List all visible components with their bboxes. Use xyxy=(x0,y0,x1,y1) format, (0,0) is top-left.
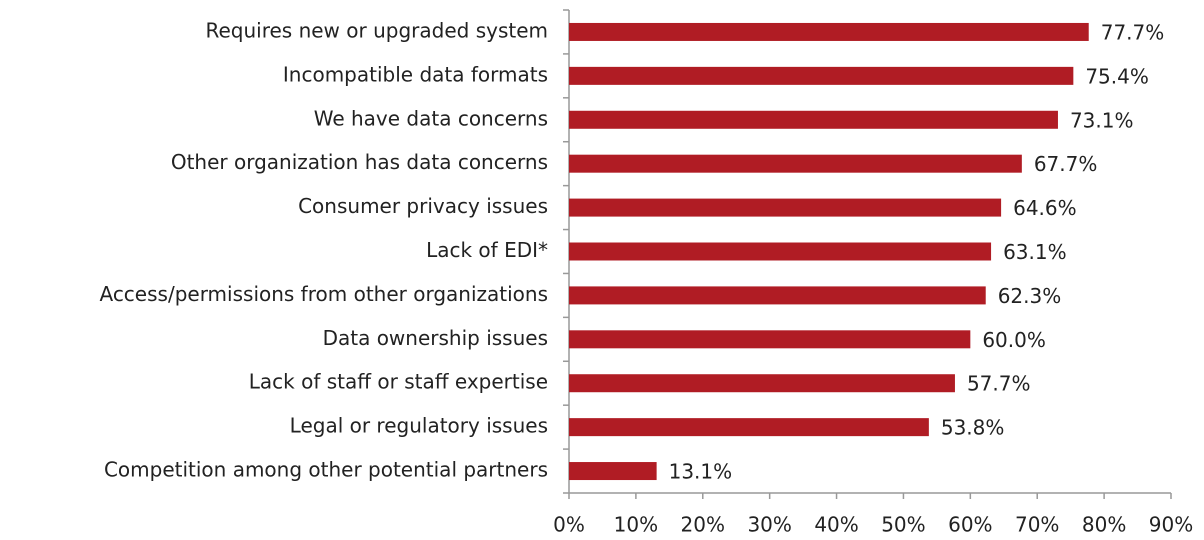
y-tick-label: Access/permissions from other organizati… xyxy=(99,282,548,306)
y-tick-label: We have data concerns xyxy=(314,106,548,130)
value-label: 67.7% xyxy=(1034,152,1098,176)
x-tick-label: 50% xyxy=(881,513,925,537)
x-tick-label: 10% xyxy=(614,513,658,537)
y-tick-label: Other organization has data concerns xyxy=(171,150,548,174)
value-label: 77.7% xyxy=(1101,20,1165,44)
value-label: 53.8% xyxy=(941,416,1005,440)
x-tick-label: 80% xyxy=(1082,513,1126,537)
bar xyxy=(569,286,986,305)
bar xyxy=(569,198,1002,217)
value-label: 60.0% xyxy=(982,328,1046,352)
bar xyxy=(569,462,657,481)
value-label: 62.3% xyxy=(998,284,1062,308)
y-tick-label: Incompatible data formats xyxy=(283,62,548,86)
bar xyxy=(569,66,1074,85)
y-tick-label: Lack of staff or staff expertise xyxy=(249,370,548,394)
bar xyxy=(569,330,971,349)
y-tick-label: Requires new or upgraded system xyxy=(205,18,548,42)
bar xyxy=(569,242,992,261)
x-tick-label: 0% xyxy=(553,513,585,537)
value-label: 63.1% xyxy=(1003,240,1067,264)
bar xyxy=(569,418,929,437)
x-tick-label: 70% xyxy=(1015,513,1059,537)
y-tick-label: Lack of EDI* xyxy=(426,238,548,262)
value-label: 64.6% xyxy=(1013,196,1077,220)
bar xyxy=(569,374,955,393)
y-tick-label: Consumer privacy issues xyxy=(298,194,548,218)
value-label: 75.4% xyxy=(1085,64,1149,88)
bar xyxy=(569,22,1089,41)
x-tick-label: 90% xyxy=(1149,513,1193,537)
value-label: 73.1% xyxy=(1070,108,1134,132)
bar xyxy=(569,154,1022,173)
y-tick-label: Legal or regulatory issues xyxy=(290,414,548,438)
y-tick-label: Competition among other potential partne… xyxy=(104,458,548,482)
y-tick-label: Data ownership issues xyxy=(323,326,548,350)
value-label: 57.7% xyxy=(967,372,1031,396)
x-tick-label: 60% xyxy=(948,513,992,537)
x-tick-label: 40% xyxy=(814,513,858,537)
bar xyxy=(569,110,1058,129)
x-tick-label: 30% xyxy=(747,513,791,537)
value-label: 13.1% xyxy=(669,460,733,484)
x-tick-label: 20% xyxy=(681,513,725,537)
